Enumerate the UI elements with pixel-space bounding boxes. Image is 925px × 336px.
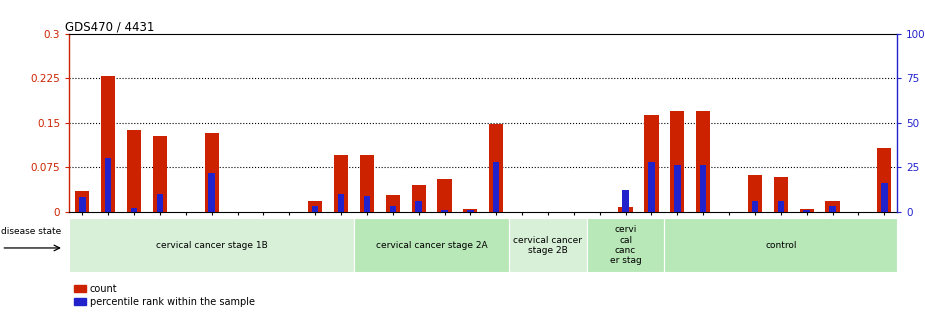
Text: control: control: [765, 241, 796, 250]
Bar: [360, 155, 374, 212]
Bar: [489, 124, 503, 212]
Text: cervical cancer
stage 2B: cervical cancer stage 2B: [513, 236, 583, 255]
Bar: [697, 111, 710, 212]
Bar: [105, 158, 111, 212]
Bar: [438, 179, 451, 212]
Bar: [386, 195, 400, 212]
Bar: [208, 172, 215, 212]
Bar: [877, 148, 892, 212]
Bar: [389, 206, 396, 212]
Bar: [804, 210, 810, 212]
Bar: [364, 196, 370, 212]
Bar: [156, 194, 163, 212]
Bar: [308, 201, 322, 212]
Bar: [700, 165, 707, 212]
Text: cervi
cal
canc
er stag: cervi cal canc er stag: [610, 225, 641, 265]
Bar: [586, 218, 664, 272]
Bar: [509, 218, 586, 272]
Bar: [645, 115, 659, 212]
Bar: [75, 191, 90, 212]
Text: cervical cancer stage 2A: cervical cancer stage 2A: [376, 241, 487, 250]
Text: cervical cancer stage 1B: cervical cancer stage 1B: [155, 241, 267, 250]
Bar: [467, 210, 474, 212]
Bar: [338, 194, 344, 212]
Bar: [773, 177, 788, 212]
Bar: [334, 155, 348, 212]
Bar: [130, 208, 137, 212]
Bar: [671, 111, 684, 212]
Bar: [493, 162, 500, 212]
Bar: [463, 209, 477, 212]
Bar: [648, 162, 655, 212]
Bar: [79, 198, 85, 212]
Bar: [312, 206, 318, 212]
Bar: [778, 201, 784, 212]
Text: GDS470 / 4431: GDS470 / 4431: [66, 20, 154, 34]
Bar: [415, 201, 422, 212]
Text: disease state: disease state: [2, 227, 62, 236]
Bar: [441, 210, 448, 212]
Bar: [101, 76, 116, 212]
Bar: [752, 201, 758, 212]
Bar: [664, 218, 897, 272]
Bar: [69, 218, 354, 272]
Bar: [619, 207, 633, 212]
Bar: [354, 218, 509, 272]
Bar: [674, 165, 681, 212]
Legend: count, percentile rank within the sample: count, percentile rank within the sample: [74, 284, 254, 307]
Bar: [825, 201, 840, 212]
Bar: [127, 130, 142, 212]
Bar: [747, 175, 762, 212]
Bar: [623, 190, 629, 212]
Bar: [412, 185, 426, 212]
Bar: [830, 206, 836, 212]
Bar: [799, 209, 814, 212]
Bar: [204, 133, 219, 212]
Bar: [882, 183, 888, 212]
Bar: [153, 136, 167, 212]
